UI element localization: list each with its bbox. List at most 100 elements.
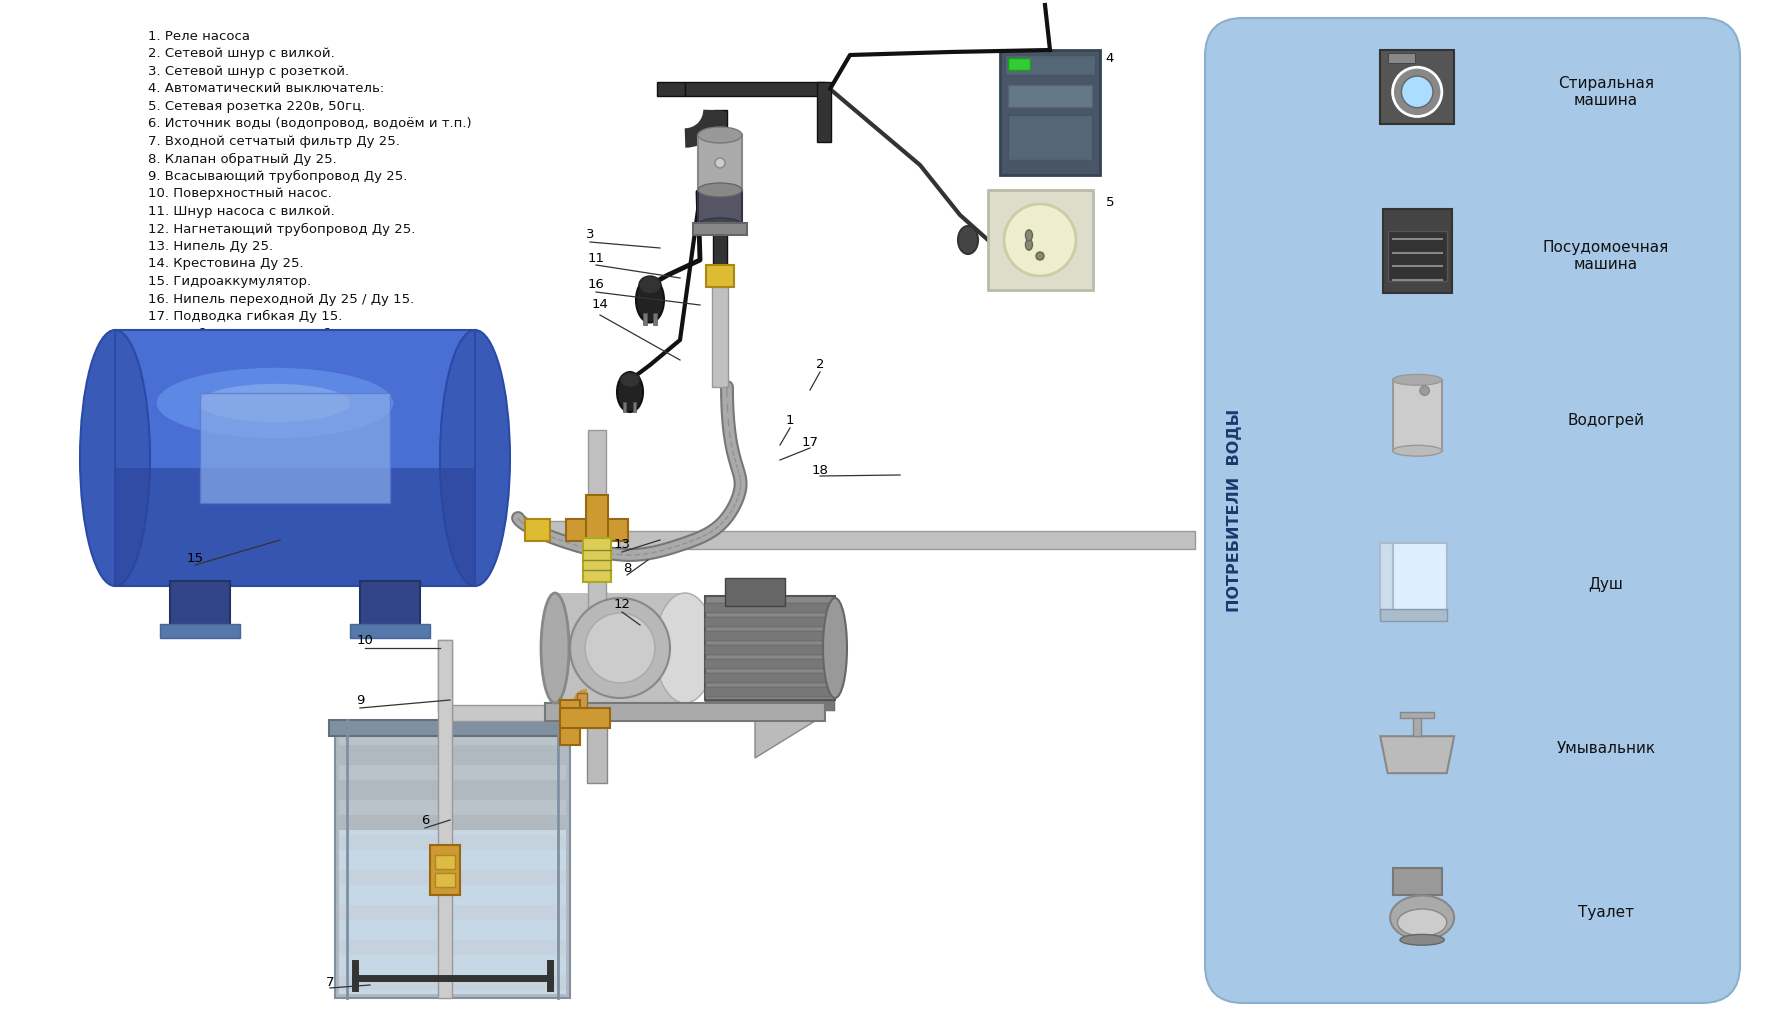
Bar <box>693 223 748 235</box>
Text: 14. Крестовина Ду 25.: 14. Крестовина Ду 25. <box>149 258 303 270</box>
Bar <box>338 940 565 955</box>
Polygon shape <box>755 721 815 758</box>
Text: Посудомоечная
машина: Посудомоечная машина <box>1543 239 1669 272</box>
Text: Водогрей: Водогрей <box>1566 412 1644 428</box>
Text: ПОТРЕБИТЕЛИ  ВОДЫ: ПОТРЕБИТЕЛИ ВОДЫ <box>1228 409 1242 612</box>
Circle shape <box>1005 204 1076 276</box>
Ellipse shape <box>636 277 664 322</box>
Bar <box>351 624 431 638</box>
Bar <box>725 578 785 606</box>
Bar <box>338 765 565 780</box>
Bar <box>434 873 455 887</box>
Text: 2: 2 <box>815 358 824 371</box>
Ellipse shape <box>156 368 393 438</box>
Ellipse shape <box>439 330 510 586</box>
Ellipse shape <box>1026 239 1033 251</box>
Bar <box>1382 210 1451 293</box>
Bar <box>817 82 831 142</box>
Text: 16: 16 <box>588 278 604 292</box>
Text: Стиральная
машина: Стиральная машина <box>1558 76 1653 108</box>
Circle shape <box>1419 386 1430 396</box>
Ellipse shape <box>822 598 847 698</box>
Bar <box>618 531 1194 549</box>
Bar <box>560 708 610 728</box>
Bar <box>583 538 611 582</box>
Bar <box>698 135 742 190</box>
Bar <box>159 624 239 638</box>
Text: 17: 17 <box>801 436 819 448</box>
Bar <box>438 640 452 998</box>
Bar <box>1400 712 1435 717</box>
Bar <box>705 659 835 669</box>
Text: 13: 13 <box>613 538 631 551</box>
Circle shape <box>1402 76 1434 107</box>
Bar <box>1008 85 1092 107</box>
Bar <box>705 687 835 697</box>
Text: 11. Шнур насоса с вилкой.: 11. Шнур насоса с вилкой. <box>149 205 335 218</box>
Ellipse shape <box>1393 445 1442 456</box>
Bar <box>705 617 835 627</box>
Bar <box>624 402 627 412</box>
Bar <box>338 870 565 885</box>
Text: 5. Сетевая розетка 220в, 50гц.: 5. Сетевая розетка 220в, 50гц. <box>149 100 365 113</box>
Bar <box>330 720 576 736</box>
Bar <box>989 190 1093 290</box>
Bar <box>115 330 475 586</box>
Bar <box>1008 115 1092 160</box>
Text: 8: 8 <box>622 562 631 575</box>
Bar <box>338 800 565 815</box>
Text: 3. Сетевой шнур с розеткой.: 3. Сетевой шнур с розеткой. <box>149 65 349 78</box>
Bar <box>567 519 627 541</box>
Ellipse shape <box>1389 895 1455 940</box>
Circle shape <box>1037 252 1044 260</box>
Ellipse shape <box>698 127 742 143</box>
Ellipse shape <box>540 593 569 703</box>
Text: Умывальник: Умывальник <box>1556 741 1655 756</box>
Bar <box>338 975 565 990</box>
Bar <box>578 693 587 713</box>
Text: 6: 6 <box>420 813 429 827</box>
Circle shape <box>714 158 725 168</box>
Ellipse shape <box>1393 374 1442 386</box>
Bar <box>434 855 455 869</box>
Text: 4. Автоматический выключатель:: 4. Автоматический выключатель: <box>149 83 385 95</box>
Text: 16. Нипель переходной Ду 25 / Ду 15.: 16. Нипель переходной Ду 25 / Ду 15. <box>149 293 415 306</box>
Bar <box>1380 50 1455 124</box>
Bar <box>546 703 826 721</box>
Bar <box>115 330 475 586</box>
Circle shape <box>571 598 670 698</box>
Ellipse shape <box>640 276 661 294</box>
Bar <box>705 631 835 641</box>
Text: 2. Сетевой шнур с вилкой.: 2. Сетевой шнур с вилкой. <box>149 47 335 60</box>
Polygon shape <box>1380 737 1455 773</box>
Bar <box>338 830 565 994</box>
Text: 13. Нипель Ду 25.: 13. Нипель Ду 25. <box>149 240 273 253</box>
Bar <box>587 703 608 783</box>
Text: 3: 3 <box>587 228 594 241</box>
Text: 17. Подводка гибкая Ду 15.: 17. Подводка гибкая Ду 15. <box>149 310 342 323</box>
Bar <box>555 593 686 703</box>
Text: Душ: Душ <box>1588 577 1623 592</box>
Ellipse shape <box>698 183 742 197</box>
Text: Туалет: Туалет <box>1577 905 1634 921</box>
Bar <box>200 393 390 503</box>
Bar <box>1380 609 1446 621</box>
Ellipse shape <box>656 593 714 703</box>
Text: 9: 9 <box>356 694 365 707</box>
Bar <box>999 50 1100 175</box>
Text: 4: 4 <box>1106 51 1115 64</box>
Bar <box>338 835 565 850</box>
Text: 7. Входной сетчатый фильтр Ду 25.: 7. Входной сетчатый фильтр Ду 25. <box>149 135 400 148</box>
Bar <box>431 845 461 895</box>
Ellipse shape <box>1026 230 1033 240</box>
Bar <box>452 705 571 721</box>
Bar <box>698 190 742 225</box>
Bar <box>1393 869 1442 895</box>
Bar <box>1414 714 1421 737</box>
Text: 10: 10 <box>356 633 374 647</box>
Bar <box>1393 380 1442 451</box>
Text: 10. Поверхностный насос.: 10. Поверхностный насос. <box>149 187 331 201</box>
Ellipse shape <box>1398 909 1446 936</box>
Text: 15. Гидроаккумулятор.: 15. Гидроаккумулятор. <box>149 275 312 288</box>
Ellipse shape <box>620 372 640 388</box>
